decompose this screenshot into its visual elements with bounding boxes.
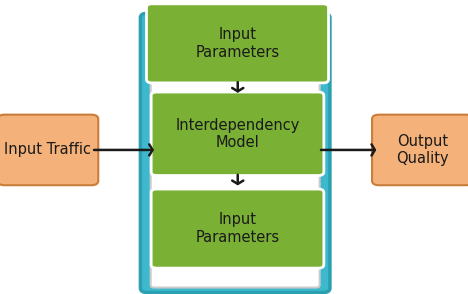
- FancyBboxPatch shape: [140, 13, 330, 293]
- FancyBboxPatch shape: [151, 92, 324, 176]
- FancyBboxPatch shape: [0, 115, 98, 185]
- Text: Input Traffic: Input Traffic: [5, 142, 91, 158]
- FancyBboxPatch shape: [146, 4, 329, 83]
- Text: Input
Parameters: Input Parameters: [196, 212, 279, 245]
- FancyBboxPatch shape: [372, 115, 468, 185]
- Text: Output
Quality: Output Quality: [396, 134, 449, 166]
- Text: Input
Parameters: Input Parameters: [196, 27, 279, 60]
- FancyBboxPatch shape: [151, 189, 324, 268]
- FancyBboxPatch shape: [151, 56, 320, 288]
- Text: Interdependency
Model: Interdependency Model: [176, 118, 300, 150]
